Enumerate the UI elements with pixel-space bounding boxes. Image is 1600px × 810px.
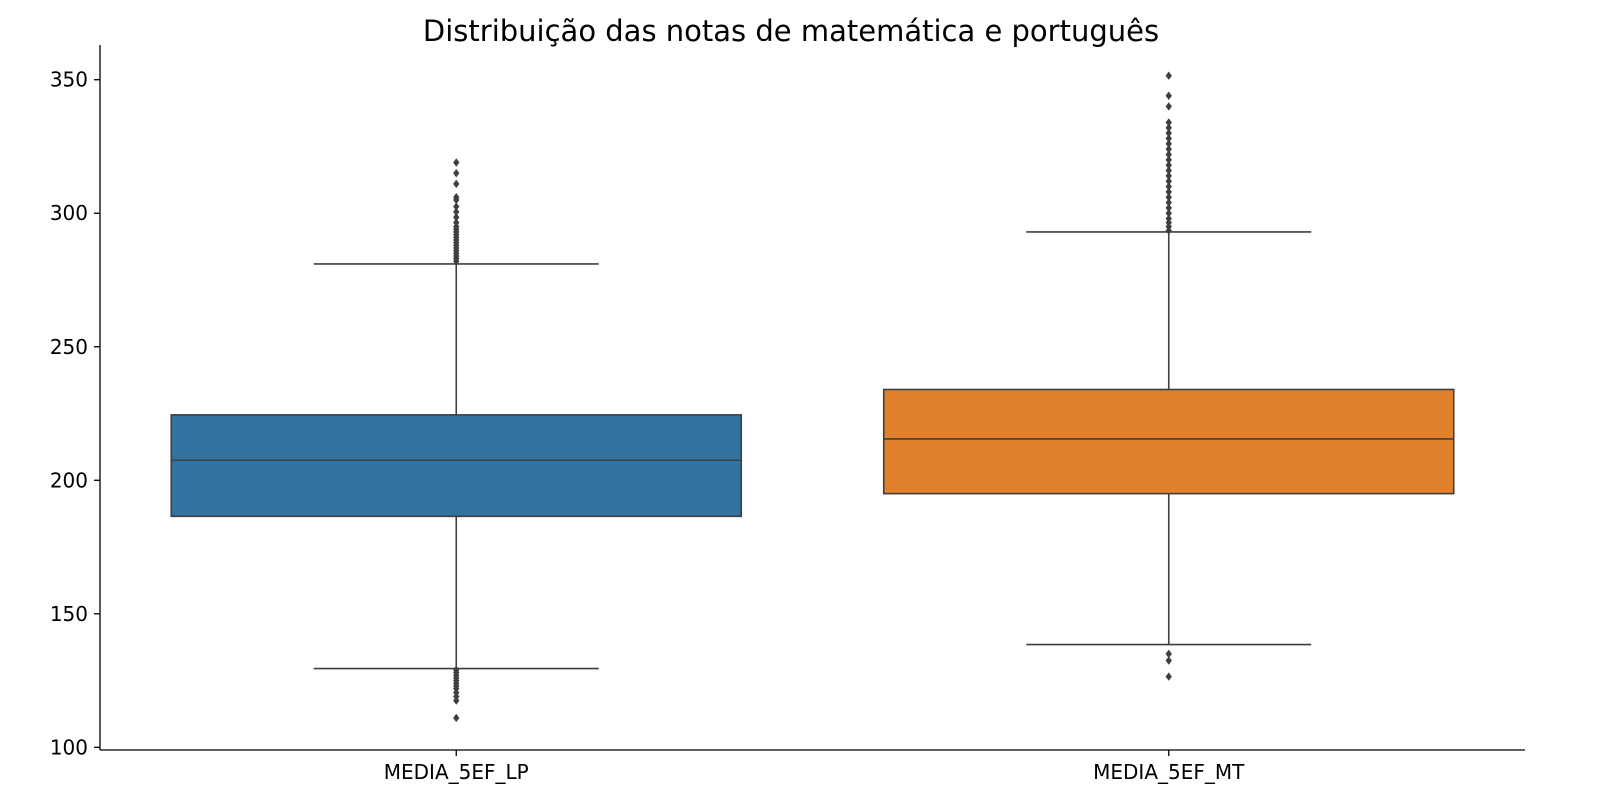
outlier-point	[1165, 118, 1172, 127]
outlier-point	[453, 207, 460, 217]
outlier-point	[1165, 193, 1172, 202]
outlier-point	[1165, 91, 1172, 100]
y-tick-label: 150	[50, 602, 88, 626]
iqr-box	[170, 414, 743, 518]
y-tick-label: 200	[50, 468, 88, 492]
outlier-point	[453, 665, 460, 675]
outlier-point	[1165, 176, 1172, 186]
outlier-point	[1165, 209, 1172, 218]
iqr-box	[882, 388, 1455, 495]
y-tick-label: 350	[50, 68, 88, 92]
outlier-point	[453, 193, 460, 202]
outlier-point	[453, 158, 460, 167]
x-tick-label: MEDIA_5EF_LP	[384, 760, 529, 784]
box-media-5ef-mt	[882, 71, 1455, 681]
outlier-point	[1165, 102, 1172, 111]
outlier-point	[1165, 166, 1172, 175]
boxes	[170, 71, 1455, 723]
outlier-point	[1165, 160, 1172, 170]
axes: 100 150 200 250 300 350 MEDIA_5EF_LP MEDIA_5EF_…	[50, 45, 1525, 784]
outlier-point	[1165, 134, 1172, 143]
outlier-point	[1165, 171, 1172, 181]
y-tick-label: 250	[50, 335, 88, 359]
outlier-point	[1165, 139, 1172, 149]
outlier-point	[1165, 672, 1172, 681]
chart-title: Distribuição das notas de matemática e p…	[423, 14, 1159, 48]
outlier-point	[1165, 150, 1172, 159]
outlier-point	[1165, 155, 1172, 165]
outlier-point	[1165, 649, 1172, 659]
outlier-point	[1165, 656, 1172, 665]
outlier-point	[1165, 128, 1172, 138]
outlier-point	[453, 213, 460, 222]
outlier-point	[1165, 123, 1172, 132]
outlier-point	[1165, 214, 1172, 223]
outlier-point	[1165, 198, 1172, 207]
outlier-point	[453, 168, 460, 178]
outlier-point	[453, 202, 460, 211]
outlier-point	[1165, 187, 1172, 197]
x-tick-label: MEDIA_5EF_MT	[1093, 760, 1245, 784]
outlier-point	[453, 179, 460, 189]
outlier-point	[453, 218, 460, 227]
outlier-point	[453, 713, 460, 723]
box-media-5ef-lp	[170, 158, 743, 723]
outlier-point	[1165, 71, 1172, 80]
outlier-point	[1165, 144, 1172, 154]
y-tick-label: 100	[50, 735, 88, 759]
y-tick-label: 300	[50, 201, 88, 225]
outlier-point	[1165, 203, 1172, 213]
outlier-point	[1165, 182, 1172, 191]
